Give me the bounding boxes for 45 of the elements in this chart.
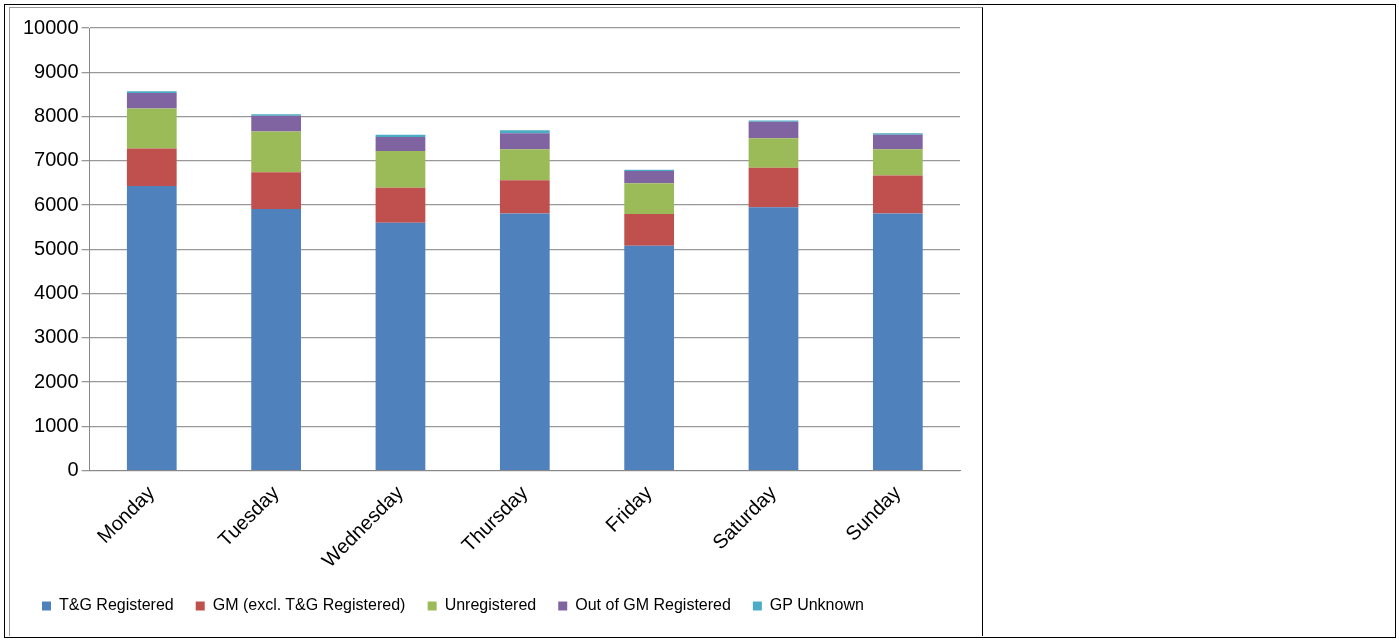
bar	[126, 148, 177, 187]
bar	[251, 115, 301, 132]
y-tick-label: 2000	[34, 369, 79, 392]
bar	[251, 172, 301, 210]
bar	[251, 131, 301, 173]
bar	[126, 93, 177, 109]
y-tick-label: 5000	[34, 236, 79, 259]
bar	[748, 121, 799, 139]
bar	[624, 183, 675, 214]
bar	[624, 213, 675, 246]
bar	[499, 213, 550, 470]
bar	[375, 136, 426, 152]
legend-label: GP Unknown	[769, 596, 864, 614]
bar	[375, 222, 426, 470]
bar	[624, 170, 675, 184]
bar	[499, 133, 550, 150]
legend-label: Out of GM Registered	[575, 596, 731, 614]
bar	[126, 108, 177, 149]
legend-label: T&G Registered	[59, 596, 174, 614]
bar	[872, 213, 923, 470]
legend-label: Unregistered	[444, 596, 537, 614]
y-tick-label: 8000	[34, 104, 79, 127]
bar	[748, 167, 799, 208]
y-tick-label: 4000	[34, 281, 79, 304]
y-tick-label: 6000	[34, 192, 79, 215]
bar	[499, 130, 550, 134]
bar	[251, 209, 301, 470]
bar	[375, 187, 426, 223]
bar	[126, 186, 177, 470]
y-tick-label: 0	[67, 458, 79, 481]
legend-label: GM (excl. T&G Registered)	[212, 596, 406, 614]
bar	[872, 175, 923, 214]
y-tick-label: 1000	[34, 413, 79, 436]
y-tick-label: 9000	[34, 59, 79, 82]
y-tick-label: 7000	[34, 148, 79, 171]
bar	[624, 245, 675, 470]
bar	[375, 151, 426, 188]
bar	[748, 138, 799, 168]
bar	[499, 149, 550, 181]
bar	[872, 134, 923, 150]
y-tick-label: 3000	[34, 325, 79, 348]
y-tick-label: 10000	[22, 15, 79, 38]
bar	[499, 180, 550, 214]
bar	[748, 207, 799, 470]
bar	[872, 149, 923, 176]
